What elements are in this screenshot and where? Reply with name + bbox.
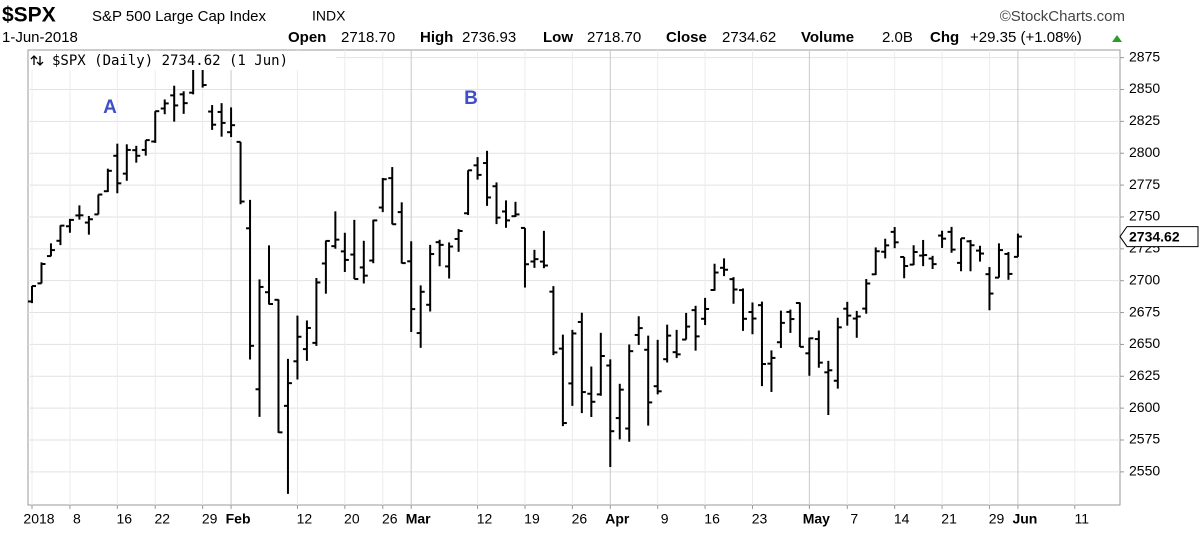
x-tick-label: 14 [894,511,910,527]
x-tick-label: 26 [572,511,588,527]
x-tick-label: 16 [704,511,720,527]
stat-label: Open [288,29,326,46]
x-tick-label: Apr [605,511,630,527]
stat-value: 2718.70 [587,29,641,46]
annotation: A [103,97,117,118]
y-tick-label: 2575 [1129,431,1160,447]
y-tick-label: 2675 [1129,303,1160,319]
y-tick-label: 2650 [1129,335,1160,351]
y-tick-label: 2625 [1129,367,1160,383]
x-tick-label: 23 [752,511,768,527]
x-tick-label: 20 [344,511,360,527]
legend-icon [30,55,44,66]
y-tick-label: 2700 [1129,271,1160,287]
stat-value: 2736.93 [462,29,516,46]
y-tick-label: 2800 [1129,144,1160,160]
last-price-label: 2734.62 [1129,228,1180,244]
x-tick-label: May [803,511,830,527]
stat-label: Volume [801,29,854,46]
x-tick-label: 29 [202,511,218,527]
bars [28,59,1022,494]
y-tick-label: 2750 [1129,208,1160,224]
brand: ©StockCharts.com [1000,8,1125,25]
stats: Open 2718.70 High 2736.93 Low 2718.70 Close 273… [288,29,1082,46]
x-tick-label: 11 [1075,511,1090,527]
x-tick-label: 16 [117,511,133,527]
symbol: $SPX [2,4,56,27]
y-tick-label: 2850 [1129,80,1160,96]
stat-value: 2718.70 [341,29,395,46]
stat-label: High [420,29,453,46]
x-tick-label: 2018 [23,511,54,527]
stat-value: +29.35 (+1.08%) [970,29,1082,46]
y-tick-label: 2825 [1129,112,1160,128]
x-tick-label: 7 [850,511,858,527]
x-tick-label: 19 [524,511,540,527]
x-tick-label: 22 [154,511,170,527]
stat-label: Close [666,29,707,46]
x-tick-label: Jun [1012,511,1037,527]
legend-bg [30,52,336,70]
last-price-box [1119,226,1199,248]
x-tick-label: 12 [297,511,313,527]
x-tick-label: 8 [73,511,81,527]
x-tick-label: 26 [382,511,398,527]
annotation: B [464,88,478,109]
exchange: INDX [312,8,346,24]
y-tick-label: 2550 [1129,463,1160,479]
quote-date: 1-Jun-2018 [2,29,78,46]
stat-label: Low [543,29,573,46]
x-tick-label: 12 [477,511,493,527]
y-tick-label: 2600 [1129,399,1160,415]
x-tick-label: Feb [226,511,251,527]
legend: $SPX (Daily) 2734.62 (1 Jun) [52,53,288,69]
up-arrow [1112,35,1122,42]
y-tick-label: 2875 [1129,48,1160,64]
stat-value: 2.0B [882,29,913,46]
index-name: S&P 500 Large Cap Index [92,8,267,25]
stat-value: 2734.62 [722,29,776,46]
plot-frame [27,49,1121,506]
x-tick-label: 29 [989,511,1005,527]
grid [28,50,1124,509]
x-tick-label: Mar [406,511,431,527]
x-tick-label: 9 [661,511,669,527]
y-tick-label: 2775 [1129,176,1160,192]
stat-label: Chg [930,29,959,46]
x-tick-label: 21 [941,511,957,527]
